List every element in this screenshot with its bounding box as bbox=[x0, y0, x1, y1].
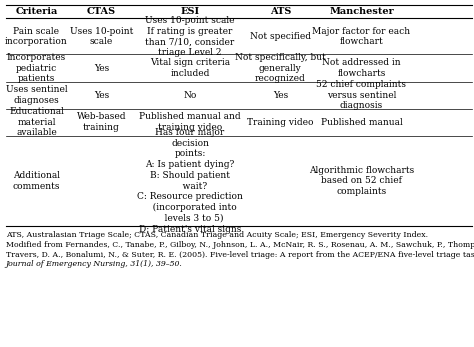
Text: Uses 10-point
scale: Uses 10-point scale bbox=[70, 27, 133, 46]
Text: Published manual: Published manual bbox=[320, 118, 402, 127]
Text: Journal of Emergency Nursing, 31(1), 39–50.: Journal of Emergency Nursing, 31(1), 39–… bbox=[6, 260, 182, 268]
Text: Additional
comments: Additional comments bbox=[13, 171, 60, 191]
Text: Criteria: Criteria bbox=[15, 7, 58, 16]
Text: Published manual and
training video: Published manual and training video bbox=[139, 112, 241, 132]
Text: Incorporates
pediatric
patients: Incorporates pediatric patients bbox=[7, 53, 66, 83]
Text: ESI: ESI bbox=[181, 7, 200, 16]
Text: ATS: ATS bbox=[270, 7, 291, 16]
Text: No: No bbox=[183, 91, 197, 100]
Text: Vital sign criteria
included: Vital sign criteria included bbox=[150, 58, 230, 78]
Text: Educational
material
available: Educational material available bbox=[9, 107, 64, 137]
Text: Modified from Fernandes, C., Tanabe, P., Gilboy, N., Johnson, L. A., McNair, R. : Modified from Fernandes, C., Tanabe, P.,… bbox=[6, 241, 474, 249]
Text: Not specifically, but
generally
recognized: Not specifically, but generally recogniz… bbox=[235, 53, 326, 83]
Text: Manchester: Manchester bbox=[329, 7, 394, 16]
Text: Yes: Yes bbox=[94, 91, 109, 100]
Text: Not specified: Not specified bbox=[250, 32, 311, 41]
Text: Uses 10-point scale
If rating is greater
than 7/10, consider
triage Level 2: Uses 10-point scale If rating is greater… bbox=[146, 16, 235, 57]
Text: ATS, Australasian Triage Scale; CTAS, Canadian Triage and Acuity Scale; ESI, Eme: ATS, Australasian Triage Scale; CTAS, Ca… bbox=[6, 231, 428, 239]
Text: Pain scale
incorporation: Pain scale incorporation bbox=[5, 27, 68, 46]
Text: Algorithmic flowcharts
based on 52 chief
complaints: Algorithmic flowcharts based on 52 chief… bbox=[309, 166, 414, 196]
Text: Training video: Training video bbox=[247, 118, 314, 127]
Text: Major factor for each
flowchart: Major factor for each flowchart bbox=[312, 27, 410, 46]
Text: 52 chief complaints
versus sentinel
diagnosis: 52 chief complaints versus sentinel diag… bbox=[317, 80, 406, 110]
Text: Travers, D. A., Bonalumi, N., & Suter, R. E. (2005). Five-level triage: A report: Travers, D. A., Bonalumi, N., & Suter, R… bbox=[6, 251, 474, 259]
Text: Uses sentinel
diagnoses: Uses sentinel diagnoses bbox=[6, 85, 67, 105]
Text: Has four major
decision
points:
A: Is patient dying?
B: Should patient
   wait?
: Has four major decision points: A: Is pa… bbox=[137, 128, 243, 234]
Text: Yes: Yes bbox=[94, 64, 109, 73]
Text: Web-based
training: Web-based training bbox=[77, 112, 126, 132]
Text: CTAS: CTAS bbox=[87, 7, 116, 16]
Text: Yes: Yes bbox=[273, 91, 288, 100]
Text: Not addressed in
flowcharts: Not addressed in flowcharts bbox=[322, 58, 401, 78]
